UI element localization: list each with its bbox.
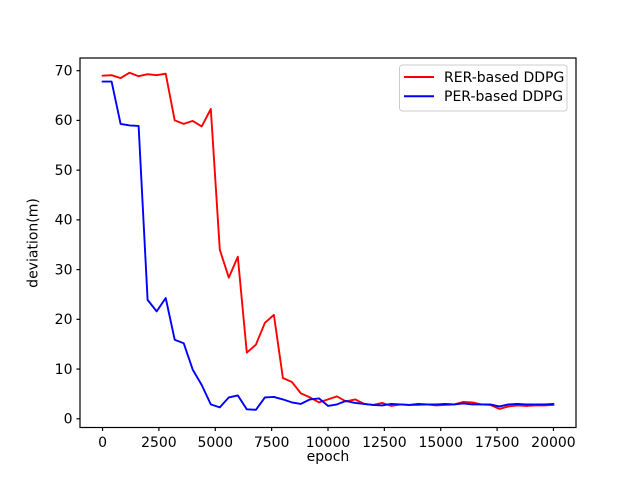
x-tick-label: 20000 bbox=[531, 435, 576, 451]
y-tick-label: 40 bbox=[55, 213, 73, 229]
y-tick-label: 60 bbox=[55, 113, 73, 129]
rer-ddpg-line bbox=[101, 71, 555, 410]
y-tick-label: 0 bbox=[64, 412, 73, 428]
plot-border bbox=[79, 57, 577, 429]
legend: RER-based DDPG PER-based DDPG bbox=[399, 64, 568, 112]
y-tick-label: 30 bbox=[55, 262, 73, 278]
per-ddpg-line bbox=[101, 80, 555, 411]
x-axis-ticks: 0 2500 5000 7500 10000 12500 15000 17500 20000 bbox=[98, 427, 576, 451]
x-tick-label: 5000 bbox=[197, 435, 233, 451]
x-tick-label: 2500 bbox=[141, 435, 177, 451]
legend-label-per: PER-based DDPG bbox=[444, 89, 563, 105]
x-tick-label: 0 bbox=[98, 435, 107, 451]
x-tick-label: 7500 bbox=[254, 435, 290, 451]
y-axis-label: deviation(m) bbox=[26, 198, 42, 288]
y-tick-label: 50 bbox=[55, 163, 73, 179]
legend-label-rer: RER-based DDPG bbox=[444, 70, 564, 86]
x-axis-label: epoch bbox=[307, 449, 350, 465]
x-tick-label: 15000 bbox=[418, 435, 463, 451]
y-tick-label: 10 bbox=[55, 362, 73, 378]
x-tick-label: 12500 bbox=[362, 435, 407, 451]
y-tick-label: 20 bbox=[55, 312, 73, 328]
y-tick-label: 70 bbox=[55, 63, 73, 79]
x-tick-label: 17500 bbox=[475, 435, 520, 451]
legend-frame bbox=[399, 64, 568, 112]
x-tick-label: 10000 bbox=[306, 435, 351, 451]
y-axis-ticks: 0 10 20 30 40 50 60 70 bbox=[55, 63, 80, 428]
